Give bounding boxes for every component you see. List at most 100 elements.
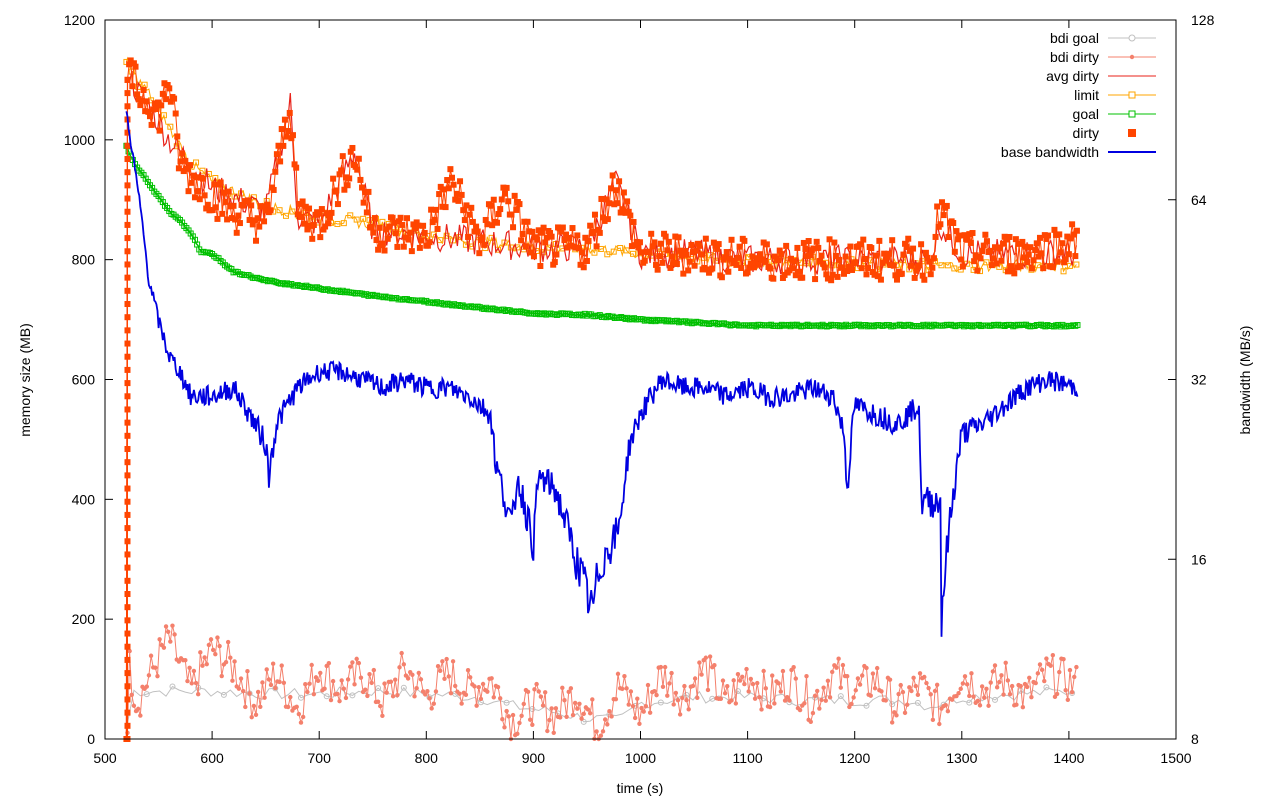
data-point [445,185,452,192]
data-point [913,683,918,689]
legend-marker [1128,129,1136,137]
data-point [397,214,404,221]
data-point [904,702,910,707]
data-point [503,699,510,706]
data-point [549,706,554,711]
data-point [315,210,322,217]
data-point [863,271,870,278]
data-point [532,687,537,692]
data-point [328,697,334,703]
data-point [288,694,293,700]
data-point [143,98,150,105]
data-point [515,731,520,736]
data-point [620,189,627,196]
data-point [434,225,441,232]
data-point [479,234,486,241]
data-point [831,239,838,246]
data-point [338,167,345,174]
data-point [1073,227,1080,234]
data-point [193,159,200,166]
data-point [433,689,439,694]
data-point [347,212,354,219]
data-point [916,262,923,269]
data-point [1012,236,1019,243]
data-point [653,261,660,268]
data-point [951,248,958,255]
data-point [908,262,915,269]
data-point [807,252,814,259]
legend: bdi goal bdi dirty avg dirty limit goal dirty… [1001,30,1156,160]
data-point [437,183,444,190]
data-point [448,690,454,696]
data-point [217,643,222,649]
data-point [161,80,168,87]
data-point [992,663,998,668]
legend-label: goal [1073,106,1099,122]
data-point [1011,270,1018,277]
data-point [358,675,364,680]
data-point [566,235,573,242]
data-point [176,659,182,664]
data-point [260,680,265,685]
data-point [132,63,139,70]
data-point [1039,667,1045,673]
data-point [309,235,316,242]
data-point [124,274,131,281]
data-point [209,207,216,214]
data-point [261,218,268,225]
data-point [124,221,131,228]
data-point [425,689,430,694]
data-point [608,185,615,192]
data-point [262,695,267,700]
data-point [318,206,325,213]
data-point [964,236,971,243]
data-point [360,199,367,206]
data-point [386,223,393,230]
data-point [357,176,364,183]
data-point [972,252,979,259]
data-point [915,692,921,698]
data-point [294,211,301,218]
data-point [303,682,308,687]
data-point [1038,250,1045,257]
data-point [173,143,180,150]
data-point [124,142,131,149]
data-point [930,255,937,262]
data-point [938,199,945,206]
data-point [961,232,968,239]
data-point [712,663,717,668]
data-point [675,234,682,241]
data-point [124,432,131,439]
data-point [219,673,224,679]
data-point [611,201,618,208]
data-point [760,239,767,246]
data-point [273,151,280,158]
data-point [168,639,173,644]
data-point [816,258,823,265]
data-point [129,83,136,90]
data-point [876,237,883,244]
data-point [557,715,563,720]
data-point [673,690,679,696]
data-point [819,697,824,703]
data-point [971,258,978,265]
data-point [497,696,503,701]
data-point [124,670,131,677]
data-point [124,709,131,716]
data-point [865,265,872,272]
data-point [1033,240,1040,247]
data-point [720,678,726,683]
data-point [393,677,398,682]
data-point [124,604,131,611]
data-point [665,693,670,698]
data-point [124,538,131,545]
data-point [1043,235,1050,242]
data-point [311,691,317,697]
data-point [785,694,790,700]
data-point [627,212,634,219]
legend-marker [1129,54,1135,60]
data-point [446,674,451,679]
data-point [124,380,131,387]
data-point [1029,694,1034,700]
data-point [230,202,237,209]
